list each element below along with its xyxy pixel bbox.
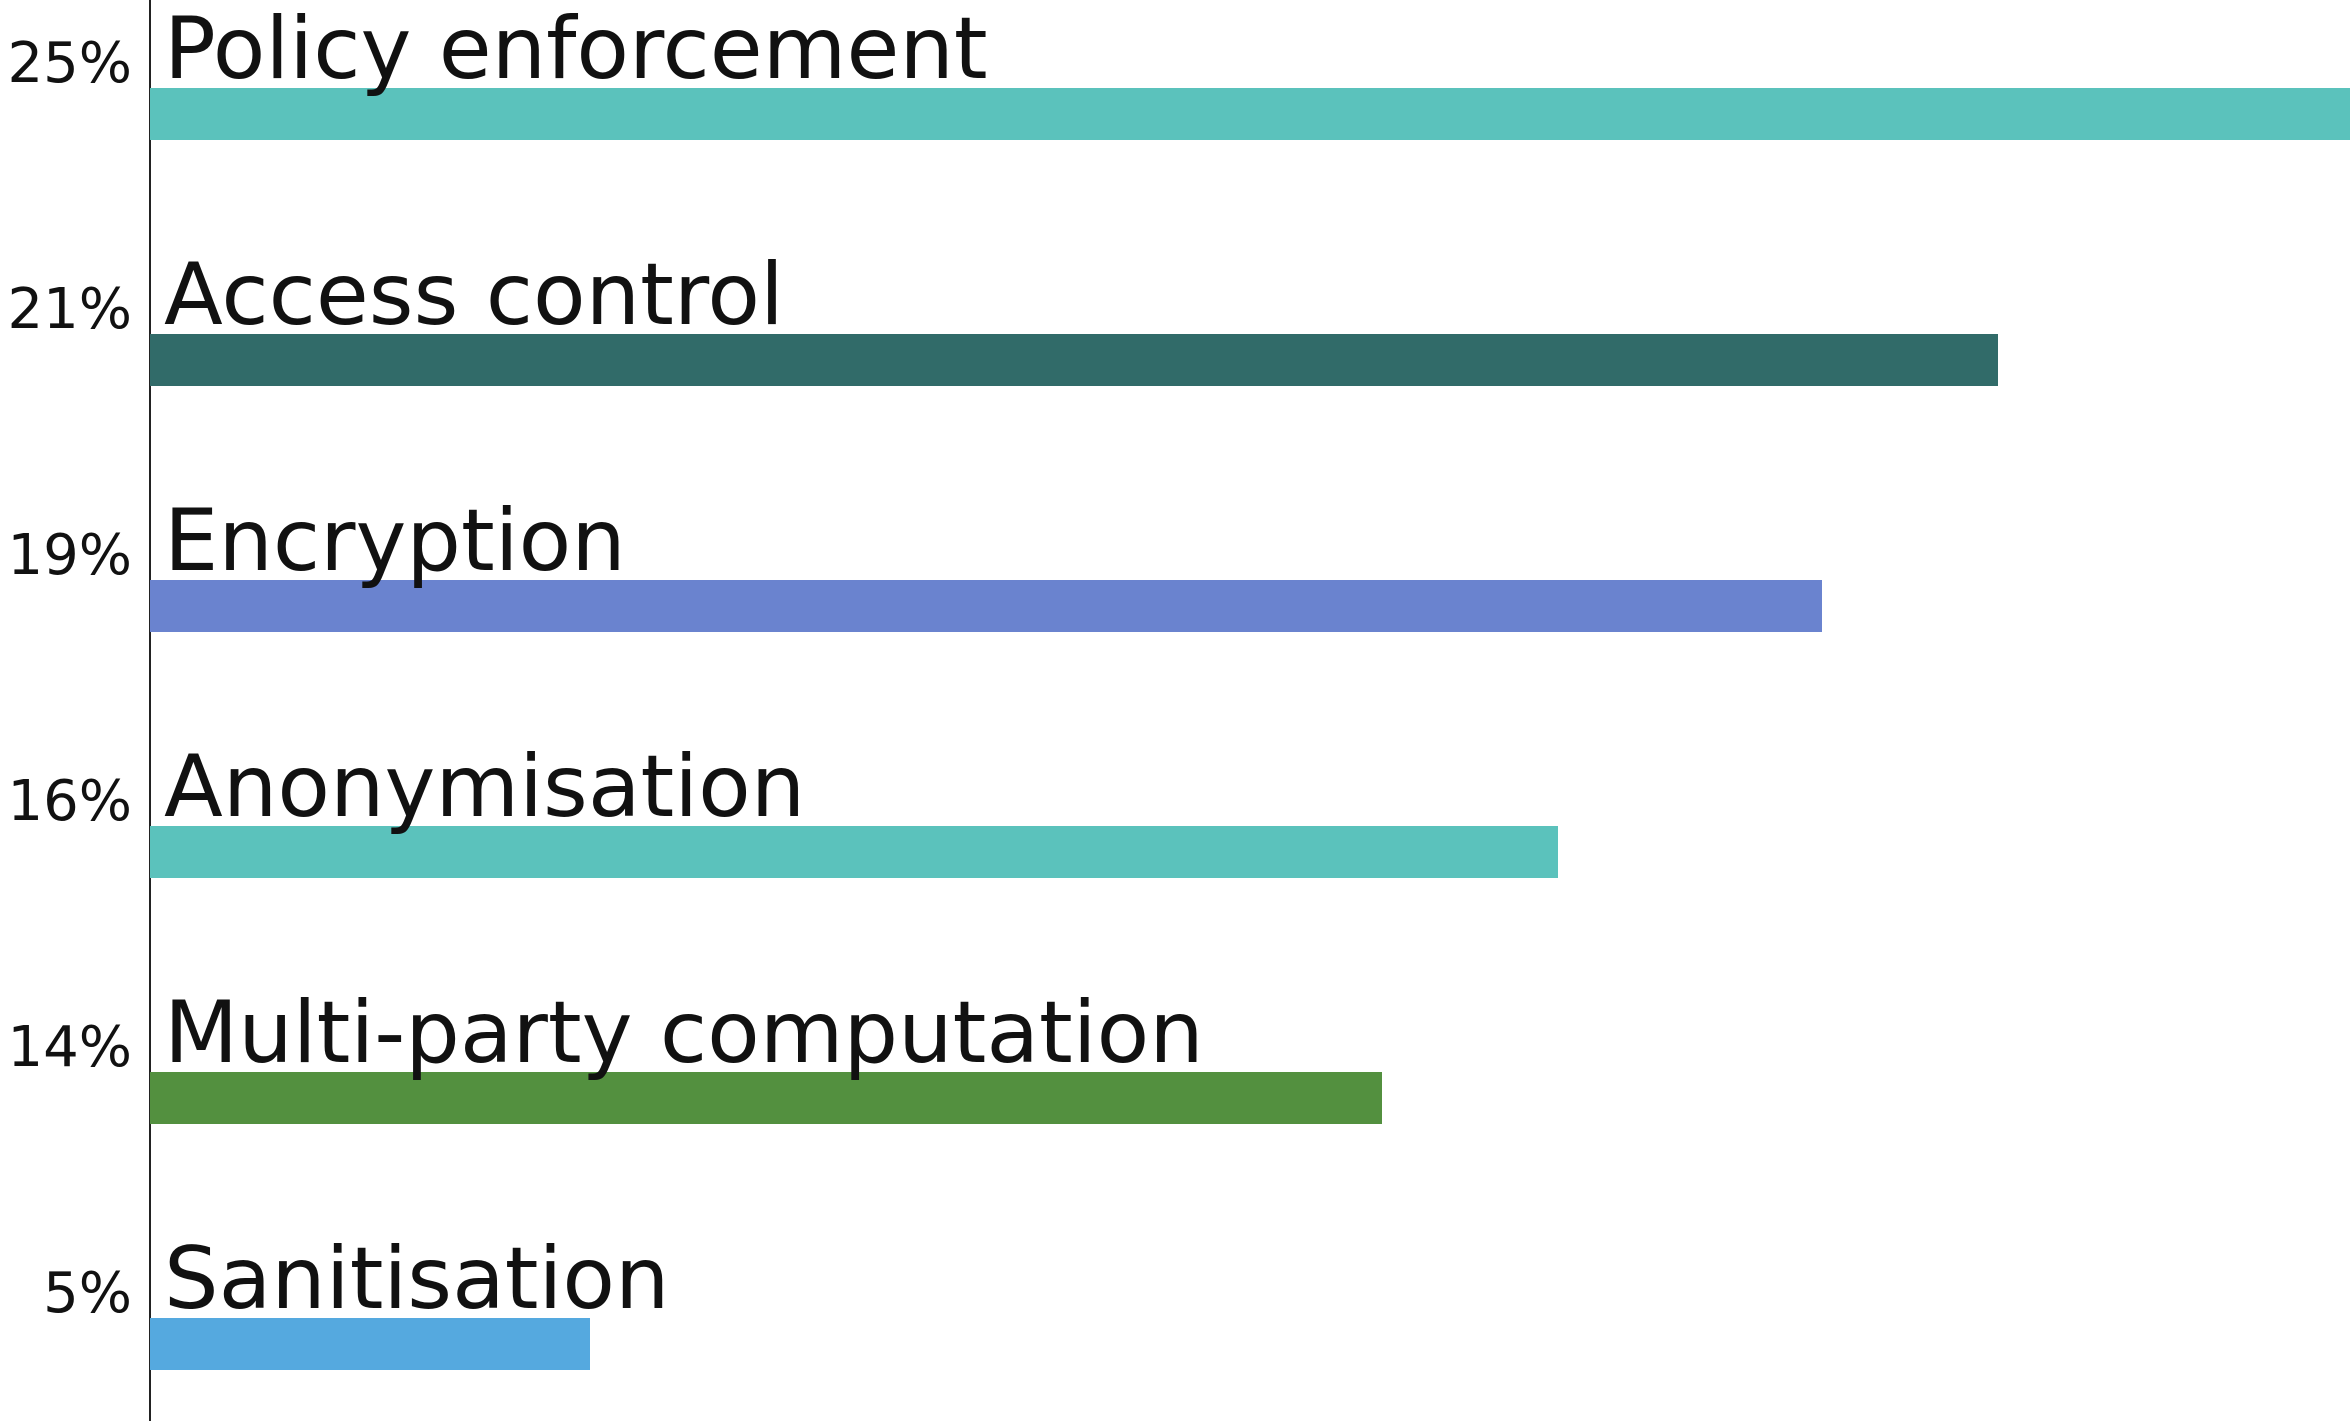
category-label: Anonymisation — [164, 737, 805, 837]
bar — [150, 580, 1822, 632]
value-label: 14% — [8, 1015, 132, 1080]
bar — [150, 88, 2350, 140]
bar — [150, 334, 1998, 386]
value-label: 5% — [43, 1261, 132, 1326]
bar — [150, 826, 1558, 878]
value-label: 21% — [8, 277, 132, 342]
category-label: Encryption — [164, 491, 626, 591]
value-label: 19% — [8, 523, 132, 588]
category-label: Access control — [164, 245, 784, 345]
bar — [150, 1318, 590, 1370]
value-label: 16% — [8, 769, 132, 834]
value-label: 25% — [8, 31, 132, 96]
category-label: Sanitisation — [164, 1229, 670, 1329]
bar — [150, 1072, 1382, 1124]
category-label: Policy enforcement — [164, 0, 988, 99]
category-label: Multi-party computation — [164, 983, 1204, 1083]
